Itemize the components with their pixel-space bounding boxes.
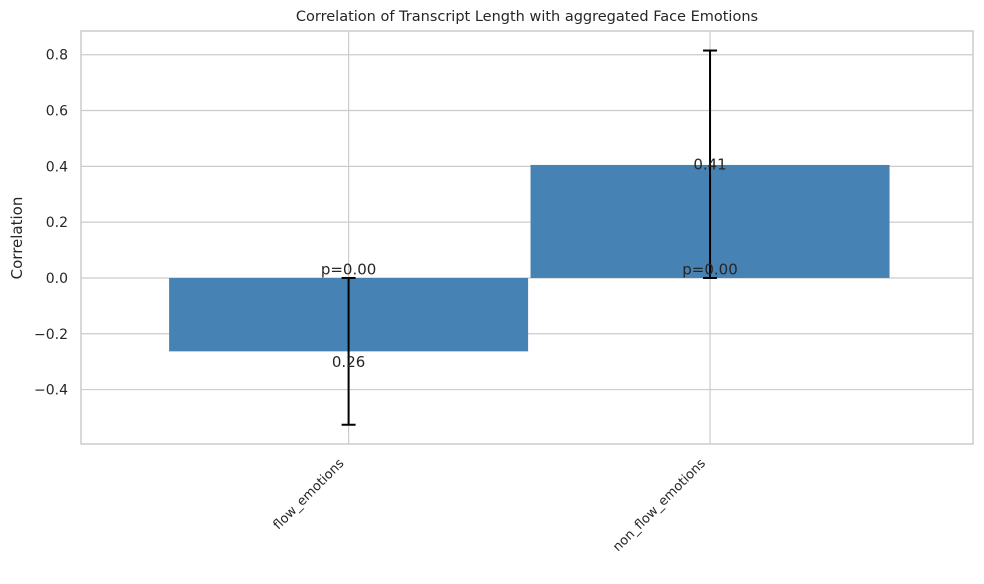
y-tick-labels: −0.4 −0.2 0.0 0.2 0.4 0.6 0.8 bbox=[34, 48, 68, 399]
plot-frame bbox=[80, 30, 974, 445]
y-tick-label: 0.4 bbox=[46, 159, 68, 175]
y-tick-label: −0.4 bbox=[34, 383, 68, 399]
bars bbox=[169, 164, 890, 352]
value-label: 0.41 bbox=[693, 155, 726, 173]
y-tick-label: 0.0 bbox=[46, 271, 68, 287]
x-tick-label: non_flow_emotions bbox=[610, 456, 709, 555]
p-value-label: p=0.00 bbox=[321, 260, 377, 278]
error-bars bbox=[341, 49, 718, 426]
x-tick-label: flow_emotions bbox=[271, 456, 348, 533]
p-value-label: p=0.00 bbox=[682, 260, 738, 278]
y-tick-label: −0.2 bbox=[34, 327, 68, 343]
chart-title: Correlation of Transcript Length with ag… bbox=[296, 9, 758, 25]
y-tick-label: 0.2 bbox=[46, 215, 68, 231]
value-label: 0.26 bbox=[332, 353, 365, 371]
x-tick-labels: flow_emotions non_flow_emotions bbox=[271, 456, 709, 555]
y-tick-label: 0.8 bbox=[46, 48, 68, 64]
y-tick-label: 0.6 bbox=[46, 104, 68, 120]
y-axis-label: Correlation bbox=[8, 197, 26, 280]
annotations: 0.26 p=0.00 0.41 p=0.00 bbox=[321, 155, 738, 370]
